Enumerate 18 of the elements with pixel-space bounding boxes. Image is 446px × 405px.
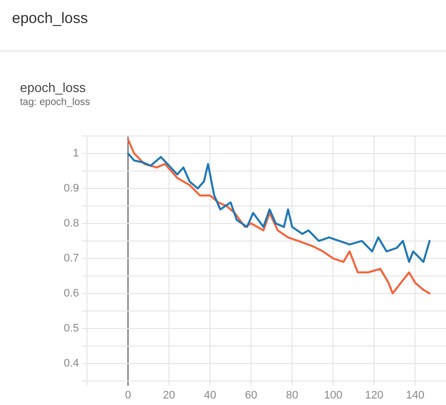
x-tick-label: 100 xyxy=(324,389,342,402)
x-tick-label: 40 xyxy=(204,389,216,402)
y-tick-label: 0.4 xyxy=(64,357,79,370)
x-tick-label: 60 xyxy=(244,389,258,402)
text: tag: epoch_loss xyxy=(20,97,90,108)
x-tick-label: 140 xyxy=(406,389,424,402)
y-tick-label: 0.5 xyxy=(64,322,79,334)
chart-subtitle: epoch_loss xyxy=(20,80,86,95)
y-tick-label: 0.7 xyxy=(64,252,79,264)
y-tick-label: 1 xyxy=(72,148,79,160)
chart-title: epoch_loss xyxy=(12,10,88,27)
y-tick-label: 0.9 xyxy=(64,182,79,194)
x-tick-label: 80 xyxy=(286,389,298,402)
x-tick-label: 120 xyxy=(365,389,384,402)
y-tick-label: 0.8 xyxy=(64,217,79,230)
y-tick-label: 0.6 xyxy=(64,287,79,300)
x-tick-label: 20 xyxy=(162,389,176,402)
x-tick-label: 0 xyxy=(124,389,132,402)
